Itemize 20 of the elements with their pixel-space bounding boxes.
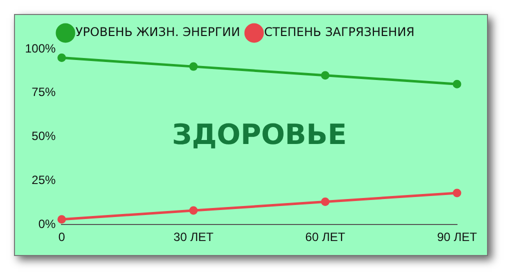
legend-label: УРОВЕНЬ ЖИЗН. ЭНЕРГИИ (75, 25, 240, 40)
x-tick-label: 30 ЛЕТ (174, 230, 214, 244)
y-tick-label: 75% (32, 85, 56, 100)
point (452, 80, 462, 88)
point (452, 188, 462, 198)
y-tick-label: 25% (32, 173, 56, 188)
annotation: ЗДОРОВЬЕ (172, 118, 347, 152)
legend-label: СТЕПЕНЬ ЗАГРЯЗНЕНИЯ (264, 25, 415, 40)
x-tick-label: 60 ЛЕТ (305, 230, 346, 244)
point (57, 54, 66, 62)
y-tick-label: 50% (32, 129, 56, 144)
x-tick-label: 90 ЛЕТ (437, 230, 478, 244)
point (57, 215, 66, 224)
x-tick-label: 0 (58, 230, 66, 244)
point (320, 198, 330, 206)
y-tick-label: 0% (38, 216, 56, 231)
point (189, 206, 198, 215)
point (189, 62, 198, 71)
y-tick-label: 100% (24, 41, 56, 56)
point (320, 71, 330, 80)
